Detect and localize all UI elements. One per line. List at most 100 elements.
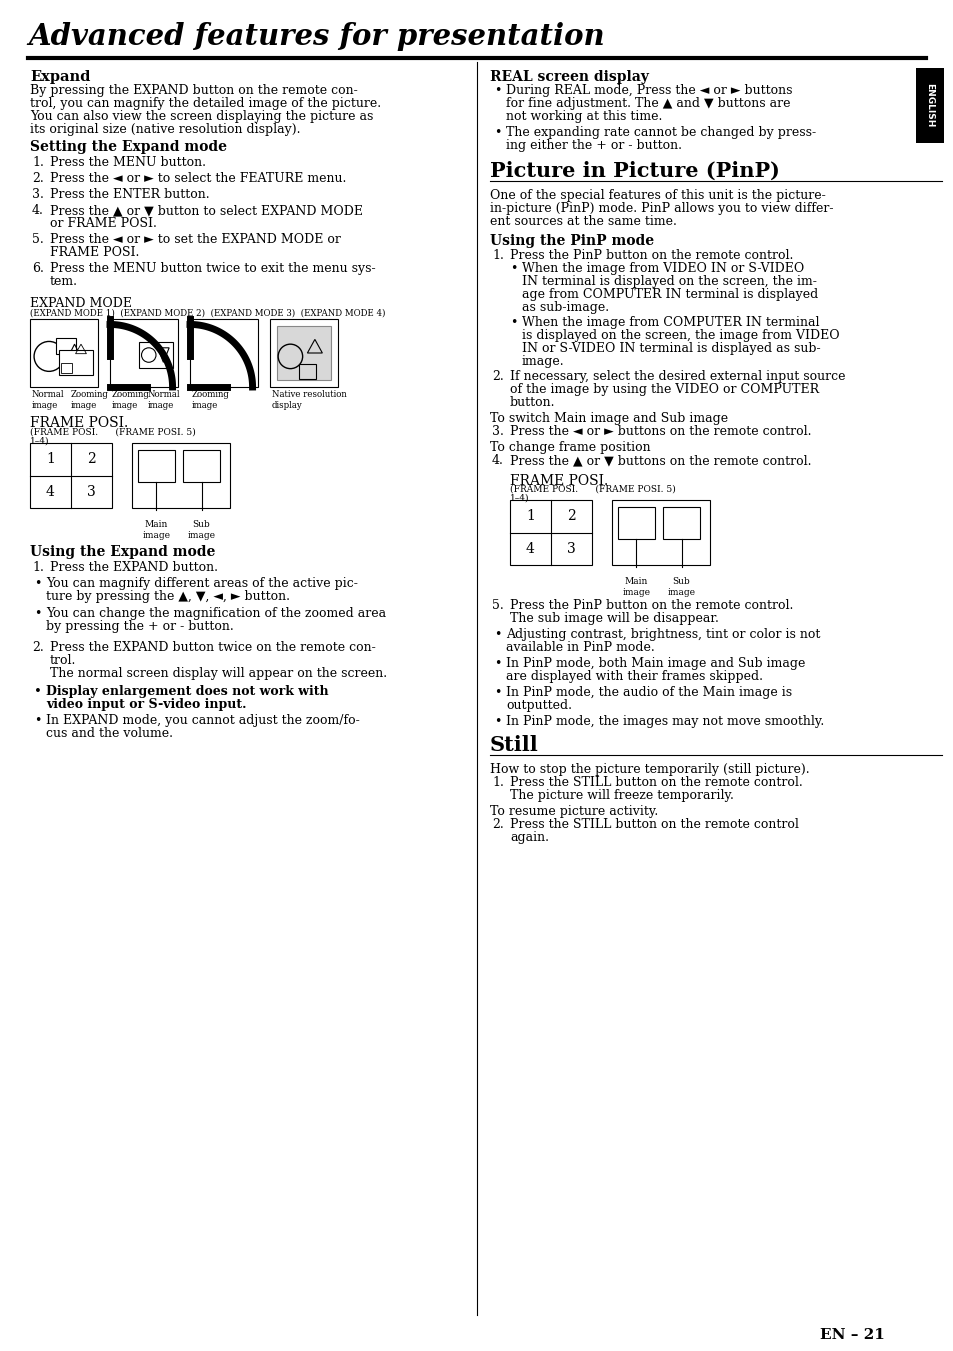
- Text: image.: image.: [521, 355, 564, 367]
- Text: When the image from VIDEO IN or S-VIDEO: When the image from VIDEO IN or S-VIDEO: [521, 262, 803, 276]
- Bar: [58, 350, 92, 376]
- Text: Main
image: Main image: [142, 520, 171, 540]
- Bar: [61, 363, 72, 373]
- Text: 5.: 5.: [32, 232, 44, 246]
- Text: Press the ◄ or ► to set the EXPAND MODE or: Press the ◄ or ► to set the EXPAND MODE …: [50, 232, 340, 246]
- Text: 1.: 1.: [492, 249, 503, 262]
- Text: FRAME POSI.: FRAME POSI.: [50, 246, 139, 259]
- Bar: [298, 363, 315, 378]
- Text: •: •: [510, 316, 517, 330]
- Text: for fine adjustment. The ▲ and ▼ buttons are: for fine adjustment. The ▲ and ▼ buttons…: [505, 97, 790, 109]
- Text: not working at this time.: not working at this time.: [505, 109, 661, 123]
- Bar: [138, 342, 172, 367]
- Text: 2.: 2.: [492, 817, 503, 831]
- Text: outputted.: outputted.: [505, 698, 572, 712]
- Text: You can magnify different areas of the active pic-: You can magnify different areas of the a…: [46, 577, 357, 590]
- Text: 1.: 1.: [492, 775, 503, 789]
- Text: 1.: 1.: [32, 561, 44, 574]
- Text: 1: 1: [525, 509, 535, 523]
- Text: Advanced features for presentation: Advanced features for presentation: [28, 22, 604, 51]
- Text: Press the STILL button on the remote control.: Press the STILL button on the remote con…: [510, 775, 801, 789]
- Text: of the image by using the VIDEO or COMPUTER: of the image by using the VIDEO or COMPU…: [510, 382, 819, 396]
- Text: Using the PinP mode: Using the PinP mode: [490, 234, 654, 249]
- Text: If necessary, select the desired external input source: If necessary, select the desired externa…: [510, 370, 844, 382]
- Bar: [30, 443, 112, 508]
- Bar: [138, 450, 175, 482]
- Text: in-picture (PinP) mode. PinP allows you to view differ-: in-picture (PinP) mode. PinP allows you …: [490, 203, 833, 215]
- Text: 1–4): 1–4): [510, 494, 529, 503]
- Text: tem.: tem.: [50, 276, 78, 288]
- Text: available in PinP mode.: available in PinP mode.: [505, 640, 654, 654]
- Text: Setting the Expand mode: Setting the Expand mode: [30, 141, 227, 154]
- Text: Native resolution
display: Native resolution display: [272, 390, 346, 411]
- Text: You can also view the screen displaying the picture as: You can also view the screen displaying …: [30, 109, 373, 123]
- Text: 1: 1: [46, 453, 55, 466]
- Bar: [190, 319, 257, 386]
- Text: Press the MENU button.: Press the MENU button.: [50, 155, 206, 169]
- Text: Expand: Expand: [30, 70, 91, 84]
- Text: FRAME POSI.: FRAME POSI.: [510, 474, 608, 488]
- Text: 5.: 5.: [492, 598, 503, 612]
- Text: Zooming
image: Zooming image: [192, 390, 230, 411]
- Text: •: •: [494, 715, 501, 728]
- Text: REAL screen display: REAL screen display: [490, 70, 648, 84]
- Bar: [618, 507, 655, 539]
- Text: 2: 2: [87, 453, 95, 466]
- Bar: [662, 507, 700, 539]
- Text: 1–4): 1–4): [30, 436, 50, 446]
- Text: The expanding rate cannot be changed by press-: The expanding rate cannot be changed by …: [505, 126, 815, 139]
- Text: To change frame position: To change frame position: [490, 440, 650, 454]
- Text: Sub
image: Sub image: [667, 577, 695, 597]
- Text: 2.: 2.: [32, 640, 44, 654]
- Text: How to stop the picture temporarily (still picture).: How to stop the picture temporarily (sti…: [490, 763, 809, 775]
- Text: video input or S-video input.: video input or S-video input.: [46, 698, 246, 711]
- Text: Adjusting contrast, brightness, tint or color is not: Adjusting contrast, brightness, tint or …: [505, 628, 820, 640]
- Text: Press the ▲ or ▼ buttons on the remote control.: Press the ▲ or ▼ buttons on the remote c…: [510, 454, 811, 467]
- Text: You can change the magnification of the zoomed area: You can change the magnification of the …: [46, 607, 386, 620]
- Text: •: •: [34, 685, 42, 698]
- Text: •: •: [494, 686, 501, 698]
- Text: (FRAME POSI.      (FRAME POSI. 5): (FRAME POSI. (FRAME POSI. 5): [30, 428, 195, 436]
- Text: 2.: 2.: [492, 370, 503, 382]
- Bar: [183, 450, 220, 482]
- Text: Still: Still: [490, 735, 538, 755]
- Text: 3.: 3.: [32, 188, 44, 201]
- Text: •: •: [510, 262, 517, 276]
- Bar: [510, 500, 592, 565]
- Text: The normal screen display will appear on the screen.: The normal screen display will appear on…: [50, 667, 387, 680]
- Text: During REAL mode, Press the ◄ or ► buttons: During REAL mode, Press the ◄ or ► butto…: [505, 84, 792, 97]
- Text: 1.: 1.: [32, 155, 44, 169]
- Text: IN or S-VIDEO IN terminal is displayed as sub-: IN or S-VIDEO IN terminal is displayed a…: [521, 342, 820, 355]
- Text: cus and the volume.: cus and the volume.: [46, 727, 172, 740]
- Text: 4: 4: [525, 542, 535, 555]
- Text: To resume picture activity.: To resume picture activity.: [490, 805, 658, 817]
- Text: trol, you can magnify the detailed image of the picture.: trol, you can magnify the detailed image…: [30, 97, 381, 109]
- Text: 3: 3: [566, 542, 576, 555]
- Text: In PinP mode, the images may not move smoothly.: In PinP mode, the images may not move sm…: [505, 715, 823, 728]
- Text: Press the MENU button twice to exit the menu sys-: Press the MENU button twice to exit the …: [50, 262, 375, 276]
- Text: Normal
image: Normal image: [148, 390, 180, 411]
- Text: Press the ◄ or ► buttons on the remote control.: Press the ◄ or ► buttons on the remote c…: [510, 426, 811, 438]
- Bar: [612, 500, 709, 565]
- Text: FRAME POSI.: FRAME POSI.: [30, 416, 128, 430]
- Text: Press the ENTER button.: Press the ENTER button.: [50, 188, 210, 201]
- Text: •: •: [34, 713, 41, 727]
- Text: by pressing the + or - button.: by pressing the + or - button.: [46, 620, 233, 634]
- Bar: [270, 319, 337, 386]
- Text: By pressing the EXPAND button on the remote con-: By pressing the EXPAND button on the rem…: [30, 84, 357, 97]
- Text: trol.: trol.: [50, 654, 76, 667]
- Text: Press the STILL button on the remote control: Press the STILL button on the remote con…: [510, 817, 798, 831]
- Text: 3.: 3.: [492, 426, 503, 438]
- Text: 4: 4: [46, 485, 55, 499]
- Text: Display enlargement does not work with: Display enlargement does not work with: [46, 685, 328, 698]
- Text: •: •: [494, 657, 501, 670]
- Text: 2.: 2.: [32, 172, 44, 185]
- Text: The sub image will be disappear.: The sub image will be disappear.: [510, 612, 719, 626]
- Text: •: •: [34, 577, 41, 590]
- Text: One of the special features of this unit is the picture-: One of the special features of this unit…: [490, 189, 825, 203]
- Bar: [915, 68, 943, 143]
- Text: age from COMPUTER IN terminal is displayed: age from COMPUTER IN terminal is display…: [521, 288, 818, 301]
- Text: •: •: [494, 84, 501, 97]
- Text: Press the ▲ or ▼ button to select EXPAND MODE: Press the ▲ or ▼ button to select EXPAND…: [50, 204, 363, 218]
- Text: (FRAME POSI.      (FRAME POSI. 5): (FRAME POSI. (FRAME POSI. 5): [510, 485, 675, 494]
